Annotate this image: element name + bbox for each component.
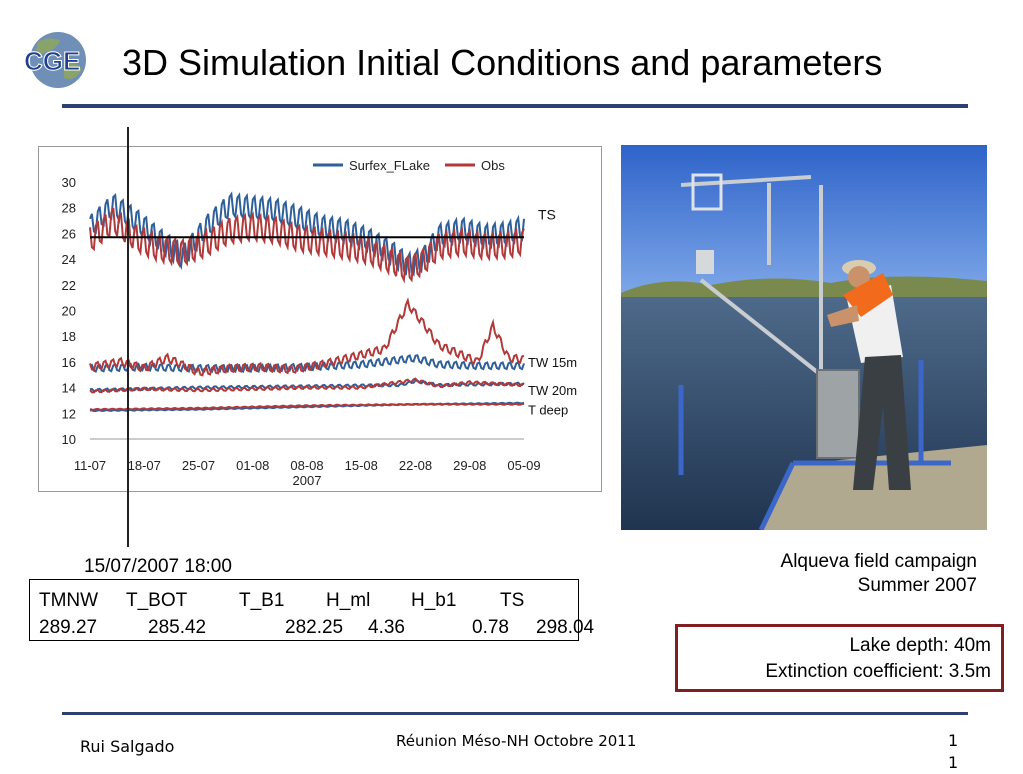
series-line-obs — [89, 297, 525, 377]
logo-text: CGE — [24, 46, 80, 76]
series-line-obs — [89, 377, 525, 394]
y-tick-label: 22 — [62, 278, 76, 293]
param-header-tb1: T_B1 — [239, 590, 285, 611]
x-tick-label: 05-09 — [507, 458, 540, 473]
y-tick-label: 20 — [62, 304, 76, 319]
x-tick-label: 15-08 — [345, 458, 378, 473]
lake-info-box: Lake depth: 40m Extinction coefficient: … — [675, 624, 1004, 692]
param-header-tbot: T_BOT — [126, 590, 188, 611]
param-value-hml: 4.36 — [368, 617, 405, 638]
series-line-obs — [89, 207, 525, 284]
page-number: 11 — [948, 731, 959, 772]
photo-caption-line2: Summer 2007 — [857, 575, 977, 596]
top-divider — [62, 104, 968, 108]
param-value-tmnw: 289.27 — [39, 617, 98, 638]
footer-author: Rui Salgado — [80, 737, 175, 756]
ts-label: TS — [538, 206, 556, 222]
bottom-divider — [62, 712, 968, 715]
legend-label-obs: Obs — [481, 158, 505, 173]
y-tick-label: 12 — [62, 406, 76, 421]
legend-label-surfex-flake: Surfex_FLake — [349, 158, 430, 173]
param-header-ts: TS — [500, 590, 525, 611]
x-tick-label: 11-07 — [74, 458, 106, 473]
cge-logo: CGE — [24, 32, 86, 88]
x-tick-label: 25-07 — [182, 458, 215, 473]
x-tick-label: 22-08 — [399, 458, 432, 473]
y-tick-label: 30 — [62, 175, 76, 190]
param-header-tmnw: TMNW — [39, 590, 99, 611]
initial-parameters-table: TMNW T_BOT T_B1 H_ml H_b1 TS 289.27 285.… — [29, 579, 594, 641]
slide-title: 3D Simulation Initial Conditions and par… — [122, 42, 883, 83]
extinction-coefficient-text: Extinction coefficient: 3.5m — [765, 661, 991, 682]
x-tick-label: 08-08 — [290, 458, 323, 473]
photo-caption-line1: Alqueva field campaign — [780, 551, 977, 572]
param-value-ts: 298.04 — [536, 617, 595, 638]
y-tick-label: 28 — [62, 201, 76, 216]
series-line-obs — [89, 402, 525, 411]
lake-depth-text: Lake depth: 40m — [849, 635, 991, 656]
footer-event: Réunion Méso-NH Octobre 2011 — [396, 732, 637, 750]
param-header-hml: H_ml — [326, 590, 371, 611]
param-value-tb1: 282.25 — [285, 617, 344, 638]
x-sub-label: 2007 — [293, 473, 322, 488]
param-value-hb1: 0.78 — [472, 617, 509, 638]
field-campaign-photo — [621, 145, 987, 530]
depth-label: TW 15m — [528, 355, 577, 370]
x-tick-label: 01-08 — [236, 458, 269, 473]
y-tick-label: 10 — [62, 432, 76, 447]
simulation-start-date: 15/07/2007 18:00 — [84, 556, 232, 577]
y-tick-label: 18 — [62, 329, 76, 344]
param-value-tbot: 285.42 — [148, 617, 207, 638]
param-header-hb1: H_b1 — [411, 590, 457, 611]
depth-label: T deep — [528, 402, 568, 417]
depth-label: TW 20m — [528, 383, 577, 398]
x-tick-label: 29-08 — [453, 458, 486, 473]
y-tick-label: 16 — [62, 355, 76, 370]
date-cursor-line — [127, 127, 129, 547]
y-tick-label: 14 — [62, 381, 76, 396]
y-tick-label: 24 — [62, 252, 76, 267]
chart-frame — [38, 146, 602, 492]
y-tick-label: 26 — [62, 226, 76, 241]
x-tick-label: 18-07 — [128, 458, 161, 473]
temperature-chart: 10 12 14 16 18 20 22 24 26 28 30 11-07 18-07 25-07 01-… — [62, 158, 578, 488]
